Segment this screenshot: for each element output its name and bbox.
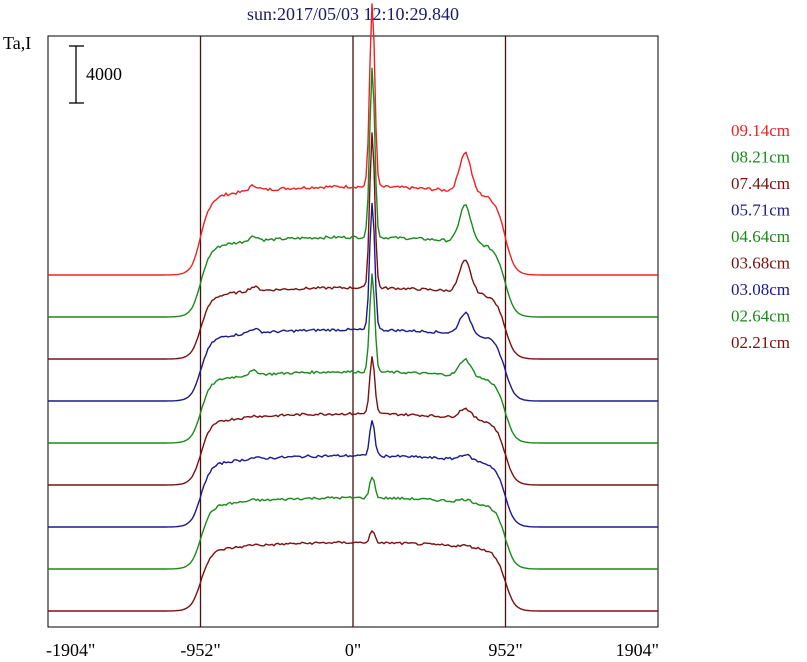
chart-title: sun:2017/05/03 12:10:29.840 [247,4,459,24]
legend-entry: 02.21cm [731,333,790,352]
legend-entry: 03.68cm [731,254,790,273]
series-line-09.14cm [48,3,658,276]
series-line-08.21cm [48,67,658,318]
series-line-03.08cm [48,420,658,528]
series-line-02.21cm [48,529,658,612]
legend-entry: 05.71cm [731,201,790,220]
legend-entry: 04.64cm [731,227,790,246]
legend: 09.14cm 08.21cm 07.44cm 05.71cm 04.64cm 03.68… [731,121,790,352]
series-line-03.68cm [48,356,658,486]
series-line-05.71cm [48,202,658,402]
legend-entry: 02.64cm [731,307,790,326]
legend-entry: 08.21cm [731,148,790,167]
y-axis-label: Ta,I [3,33,31,53]
series-line-07.44cm [48,132,658,360]
series-line-02.64cm [48,476,658,570]
x-tick-label: 1904" [616,640,659,660]
series-lines [48,3,658,612]
legend-entry: 07.44cm [731,174,790,193]
x-tick-label: -1904" [46,640,95,660]
x-tick-labels: -1904" -952" 0" 952" 1904" [46,640,659,660]
scale-bar: 4000 [69,45,122,104]
x-tick-label: 952" [488,640,522,660]
x-tick-label: -952" [180,640,220,660]
x-tick-label: 0" [345,640,361,660]
scale-bar-label: 4000 [86,64,122,84]
series-line-04.64cm [48,273,658,444]
legend-entry: 03.08cm [731,280,790,299]
legend-entry: 09.14cm [731,121,790,140]
